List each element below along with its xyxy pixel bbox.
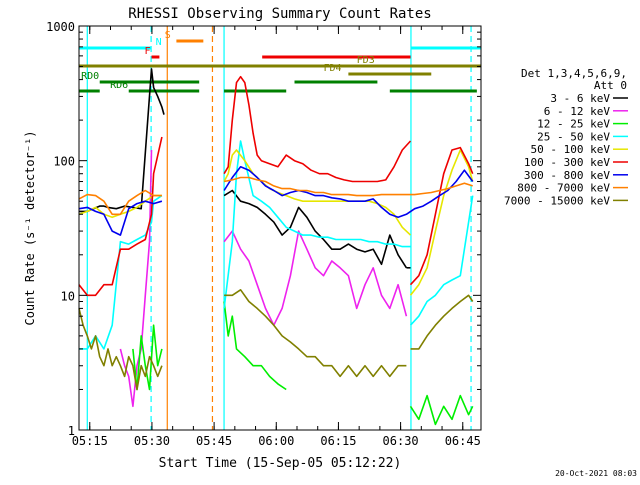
x-axis-label: Start Time (15-Sep-05 05:12:22): [159, 456, 402, 471]
x-tick-label-5: 06:30: [383, 434, 419, 448]
series-8-segment-0: [78, 308, 163, 391]
flag-bars: NS F FD3 FD4 RD0 RD6: [79, 30, 481, 93]
y-axis-label: Count Rate (s⁻¹ detector⁻¹): [23, 130, 37, 325]
series-7-segment-0: [78, 189, 162, 216]
series-1-segment-1: [223, 230, 408, 327]
series-0-segment-0: [79, 68, 165, 213]
y-tick-label-3: 1000: [46, 20, 75, 34]
timestamp-label: 20-Oct-2021 08:03: [555, 469, 637, 478]
series-7-segment-1: [223, 176, 473, 197]
legend-label-7: 800 - 7000 keV: [517, 182, 610, 195]
x-tick-label-0: 05:15: [72, 434, 108, 448]
legend-label-0: 3 - 6 keV: [550, 92, 610, 105]
series-6-segment-0: [78, 200, 163, 236]
flag-label-4: FD3: [357, 55, 375, 66]
y-tick-label-1: 10: [61, 289, 75, 303]
legend-header-line-2: Att 0: [594, 79, 627, 92]
series-8-segment-1: [224, 288, 407, 378]
legend-label-4: 50 - 100 keV: [531, 143, 611, 156]
series-3-segment-2: [409, 195, 474, 326]
flag-label-7: RD6: [110, 80, 128, 91]
series-5-segment-0: [78, 136, 163, 297]
flag-label-3: F: [144, 46, 150, 57]
x-tick-label-6: 06:45: [445, 434, 481, 448]
y-tick-label-2: 100: [53, 155, 75, 169]
legend-label-5: 100 - 300 keV: [524, 156, 610, 169]
series-2-segment-2: [409, 394, 474, 426]
chart-title: RHESSI Observing Summary Count Rates: [128, 6, 431, 22]
series-6-segment-1: [223, 166, 474, 219]
series-5-segment-1: [223, 75, 412, 183]
series-4-segment-2: [409, 149, 474, 296]
x-tick-label-2: 05:45: [196, 434, 232, 448]
legend-label-6: 300 - 800 keV: [524, 169, 610, 182]
x-tick-label-3: 06:00: [258, 434, 294, 448]
series-2-segment-1: [223, 301, 287, 391]
legend-label-2: 12 - 25 keV: [537, 118, 610, 131]
series-2-segment-0: [132, 324, 163, 391]
plot-frame: [78, 25, 482, 431]
y-tick-label-0: 1: [68, 424, 75, 438]
series-lines: [78, 68, 474, 426]
flag-label-6: RD0: [81, 71, 99, 82]
x-tick-label-1: 05:30: [134, 434, 170, 448]
legend-label-3: 25 - 50 keV: [537, 130, 610, 143]
flag-label-5: FD4: [324, 63, 342, 74]
vertical-markers: [86, 26, 472, 430]
flag-label-2: S: [165, 30, 171, 41]
series-0-segment-1: [223, 189, 408, 269]
series-8-segment-2: [410, 294, 474, 350]
series-5-segment-2: [409, 146, 474, 286]
legend-label-1: 6 - 12 keV: [544, 105, 611, 118]
legend-header-line-1: Det 1,3,4,5,6,9,: [521, 67, 627, 80]
flag-label-1: N: [156, 37, 162, 48]
axes: 05:15 05:30 05:45 06:00 06:15 06:30 06:45 1 10 10…: [46, 20, 482, 448]
x-tick-label-4: 06:15: [320, 434, 356, 448]
legend-label-8: 7000 - 15000 keV: [504, 194, 610, 207]
